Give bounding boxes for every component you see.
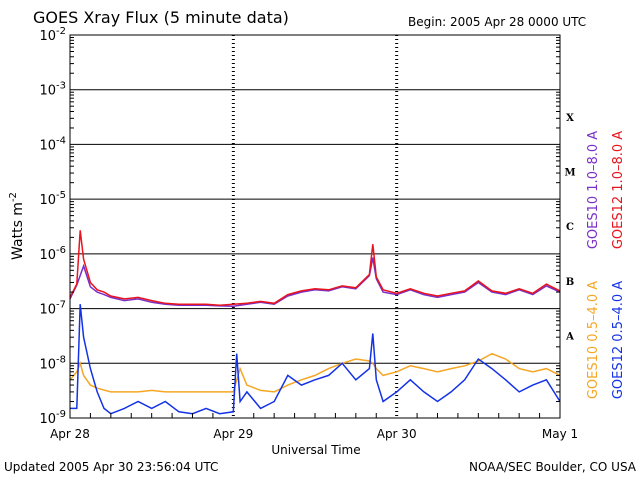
series-line: [69, 230, 561, 307]
y-tick-label: 10-8: [39, 354, 66, 372]
grid-lines: [70, 34, 560, 419]
y-tick-label: 10-5: [39, 190, 66, 208]
series-line: [69, 257, 561, 308]
flare-class-label: B: [566, 277, 574, 288]
flare-class-label: C: [566, 222, 574, 233]
y-tick-label: 10-7: [39, 300, 66, 318]
plot-frame: [69, 34, 561, 419]
series-lines: [69, 230, 561, 415]
y-tick-label: 10-4: [39, 135, 66, 153]
flare-class-labels: A B C M X: [564, 113, 575, 343]
legend-entry: GOES12 0.5–4.0 A: [611, 281, 626, 399]
y-tick-label: 10-9: [39, 409, 66, 427]
x-tick-label: Apr 30: [377, 427, 417, 441]
x-tick-label: Apr 28: [50, 427, 90, 441]
y-axis: 10-9 10-8 10-7 10-6 10-5 10-4 10-3 10-2: [39, 26, 560, 427]
credit-text: NOAA/SEC Boulder, CO USA: [469, 460, 636, 474]
x-tick-label: May 1: [542, 427, 578, 441]
series-line: [70, 304, 561, 415]
begin-date-label: Begin: 2005 Apr 28 0000 UTC: [408, 15, 587, 29]
x-tick-label: Apr 29: [213, 427, 253, 441]
x-axis-title: Universal Time: [271, 443, 360, 457]
page-title: GOES Xray Flux (5 minute data): [33, 8, 289, 27]
legend-entry: GOES10 0.5–4.0 A: [586, 281, 601, 399]
legend-entry: GOES10 1.0–8.0 A: [586, 131, 601, 249]
series-line: [69, 352, 561, 393]
x-axis: Apr 28 Apr 29 Apr 30 May 1: [50, 413, 578, 441]
flare-class-label: M: [564, 168, 575, 179]
flare-class-label: A: [565, 332, 574, 343]
y-tick-label: 10-2: [39, 26, 66, 44]
y-axis-title: Watts m-2: [8, 192, 26, 260]
legend-entry: GOES12 1.0–8.0 A: [611, 131, 626, 249]
updated-timestamp: Updated 2005 Apr 30 23:56:04 UTC: [4, 460, 219, 474]
y-tick-label: 10-6: [39, 245, 66, 263]
flare-class-label: X: [566, 113, 574, 124]
y-tick-label: 10-3: [39, 81, 66, 99]
legend: GOES10 1.0–8.0 A GOES12 1.0–8.0 A GOES10 0…: [586, 131, 626, 399]
